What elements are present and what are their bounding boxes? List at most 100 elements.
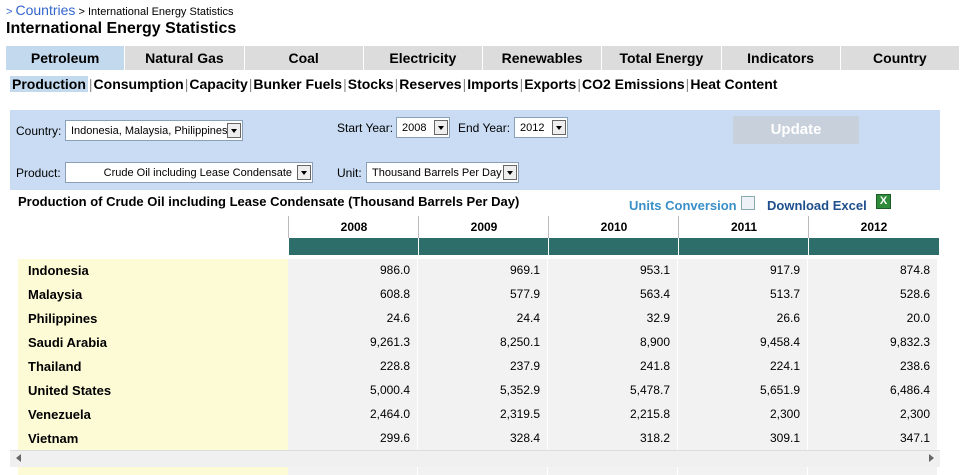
subnav-divider: | bbox=[462, 76, 467, 92]
subnav-reserves[interactable]: Reserves bbox=[399, 76, 462, 92]
tab-total-energy[interactable]: Total Energy bbox=[602, 46, 722, 70]
chevron-down-icon bbox=[503, 165, 517, 180]
unit-select-value: Thousand Barrels Per Day bbox=[372, 167, 502, 179]
breadcrumb-current: International Energy Statistics bbox=[87, 6, 234, 18]
start-year-select[interactable]: 2008 bbox=[396, 117, 450, 138]
table-icon[interactable] bbox=[741, 196, 755, 210]
country-name: Philippines bbox=[28, 311, 98, 326]
scroll-left-icon[interactable] bbox=[16, 454, 21, 462]
table-cell: 299.6 bbox=[379, 431, 410, 445]
breadcrumb-countries-link[interactable]: Countries bbox=[15, 2, 76, 18]
subnav-divider: | bbox=[519, 76, 524, 92]
subnav-stocks[interactable]: Stocks bbox=[347, 76, 394, 92]
product-label: Product: bbox=[16, 166, 61, 180]
subnav-divider: | bbox=[88, 76, 93, 92]
country-name: Malaysia bbox=[28, 287, 83, 302]
country-select[interactable]: Indonesia, Malaysia, Philippines, bbox=[65, 120, 243, 141]
unit-select[interactable]: Thousand Barrels Per Day bbox=[366, 162, 519, 183]
column-header-2009[interactable]: 2009 bbox=[418, 216, 549, 238]
tab-country[interactable]: Country bbox=[840, 46, 959, 70]
subnav-heat-content[interactable]: Heat Content bbox=[690, 76, 778, 92]
table-cell: 238.6 bbox=[899, 359, 930, 373]
start-year-label: Start Year: bbox=[337, 121, 394, 135]
table-cell: 24.4 bbox=[516, 311, 540, 325]
table-row: Venezuela 2,464.0 2,319.5 2,215.8 2,300 2,300 bbox=[10, 403, 940, 427]
data-column-background bbox=[288, 259, 417, 475]
table-cell: 20.0 bbox=[906, 311, 930, 325]
product-select-value: Crude Oil including Lease Condensate bbox=[103, 167, 292, 179]
page-title: International Energy Statistics bbox=[6, 20, 237, 37]
table-cell: 9,261.3 bbox=[369, 335, 410, 349]
column-header-band bbox=[678, 238, 809, 255]
table-row: Saudi Arabia 9,261.3 8,250.1 8,900 9,458.4 9,… bbox=[10, 331, 940, 355]
breadcrumb-arrow: > bbox=[6, 6, 13, 18]
subnav-co2-emissions[interactable]: CO2 Emissions bbox=[581, 76, 685, 92]
table-cell: 6,486.4 bbox=[889, 383, 930, 397]
table-cell: 228.8 bbox=[379, 359, 410, 373]
table-cell: 224.1 bbox=[769, 359, 800, 373]
subnav-production[interactable]: Production bbox=[10, 76, 88, 92]
table-cell: 563.4 bbox=[639, 287, 670, 301]
table-title: Production of Crude Oil including Lease … bbox=[18, 194, 520, 209]
country-name: Vietnam bbox=[28, 431, 79, 446]
table-row: United States 5,000.4 5,352.9 5,478.7 5,651.… bbox=[10, 379, 940, 403]
table-cell: 241.8 bbox=[639, 359, 670, 373]
end-year-label: End Year: bbox=[458, 121, 511, 135]
data-column-background bbox=[808, 259, 937, 475]
units-conversion-link[interactable]: Units Conversion bbox=[629, 198, 737, 213]
table-cell: 513.7 bbox=[769, 287, 800, 301]
table-cell: 2,319.5 bbox=[499, 407, 540, 421]
tab-renewables[interactable]: Renewables bbox=[483, 46, 603, 70]
excel-icon[interactable]: X bbox=[876, 194, 891, 209]
subnav-imports[interactable]: Imports bbox=[467, 76, 519, 92]
tab-natural-gas[interactable]: Natural Gas bbox=[125, 46, 245, 70]
data-column-background bbox=[678, 259, 807, 475]
subnav-divider: | bbox=[394, 76, 399, 92]
table-row: Indonesia 986.0 969.1 953.1 917.9 874.8 bbox=[10, 259, 940, 283]
table-cell: 32.9 bbox=[646, 311, 670, 325]
table-cell: 318.2 bbox=[639, 431, 670, 445]
tab-indicators[interactable]: Indicators bbox=[721, 46, 841, 70]
table-cell: 5,352.9 bbox=[499, 383, 540, 397]
end-year-value: 2012 bbox=[520, 122, 545, 134]
scroll-right-icon[interactable] bbox=[929, 454, 934, 462]
table-cell: 986.0 bbox=[379, 263, 410, 277]
subnav-capacity[interactable]: Capacity bbox=[189, 76, 248, 92]
table-cell: 2,300 bbox=[899, 407, 930, 421]
table-row: Vietnam 299.6 328.4 318.2 309.1 347.1 bbox=[10, 427, 940, 451]
column-header-2010[interactable]: 2010 bbox=[548, 216, 679, 238]
table-cell: 528.6 bbox=[899, 287, 930, 301]
chevron-down-icon bbox=[552, 120, 566, 135]
table-cell: 237.9 bbox=[509, 359, 540, 373]
column-header-2011[interactable]: 2011 bbox=[678, 216, 809, 238]
table-cell: 2,215.8 bbox=[629, 407, 670, 421]
table-cell: 5,478.7 bbox=[629, 383, 670, 397]
country-name: United States bbox=[28, 383, 112, 398]
column-header-2012[interactable]: 2012 bbox=[808, 216, 939, 238]
table-row: Malaysia 608.8 577.9 563.4 513.7 528.6 bbox=[10, 283, 940, 307]
table-cell: 24.6 bbox=[386, 311, 410, 325]
download-excel-link[interactable]: Download Excel bbox=[767, 198, 867, 213]
tab-electricity[interactable]: Electricity bbox=[363, 46, 483, 70]
product-select[interactable]: Crude Oil including Lease Condensate bbox=[65, 162, 313, 183]
update-button[interactable]: Update bbox=[733, 116, 859, 144]
country-name: Thailand bbox=[28, 359, 82, 374]
table-cell: 9,458.4 bbox=[759, 335, 800, 349]
subnav-consumption[interactable]: Consumption bbox=[93, 76, 184, 92]
breadcrumb-separator: > bbox=[78, 6, 85, 18]
tab-coal[interactable]: Coal bbox=[244, 46, 364, 70]
column-header-2008[interactable]: 2008 bbox=[288, 216, 419, 238]
country-column-header bbox=[18, 216, 288, 238]
country-name: Venezuela bbox=[28, 407, 91, 422]
data-column-background bbox=[418, 259, 547, 475]
unit-label: Unit: bbox=[337, 166, 362, 180]
end-year-select[interactable]: 2012 bbox=[514, 117, 568, 138]
subnav-bunker-fuels[interactable]: Bunker Fuels bbox=[253, 76, 343, 92]
main-tabs: Petroleum Natural Gas Coal Electricity Renew… bbox=[6, 46, 959, 70]
subnav-divider: | bbox=[343, 76, 347, 92]
breadcrumb: > Countries > International Energy Stati… bbox=[6, 2, 234, 18]
data-column-background bbox=[548, 259, 677, 475]
horizontal-scrollbar[interactable] bbox=[10, 450, 940, 467]
subnav-exports[interactable]: Exports bbox=[524, 76, 577, 92]
tab-petroleum[interactable]: Petroleum bbox=[6, 46, 126, 70]
